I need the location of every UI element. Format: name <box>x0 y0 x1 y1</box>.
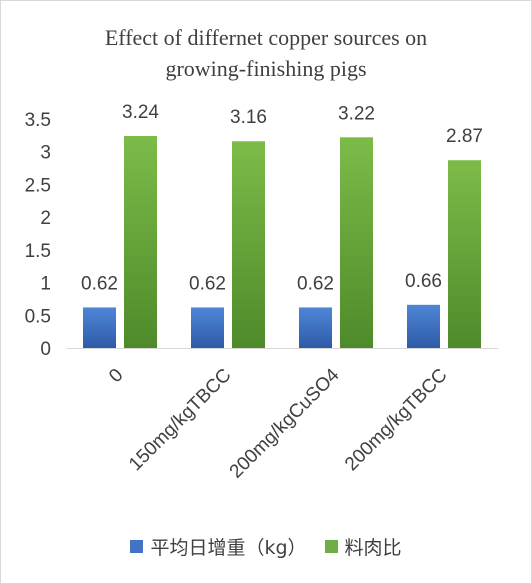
data-label: 2.87 <box>446 126 483 147</box>
legend-swatch-green <box>324 539 338 553</box>
legend-swatch-blue <box>130 539 144 553</box>
legend-label-series-2: 料肉比 <box>344 536 402 559</box>
y-tick-label: 3 <box>40 143 51 164</box>
y-tick-label: 3.5 <box>25 110 51 131</box>
category-label: 200mg/kgCuSO4 <box>226 364 344 482</box>
data-label: 0.62 <box>81 273 118 294</box>
data-label: 3.22 <box>338 103 375 124</box>
y-tick-label: 0 <box>40 339 51 360</box>
bar-adg-3 <box>407 304 440 348</box>
y-axis: 0 0.5 1 1.5 2 2.5 3 3.5 <box>25 110 51 360</box>
y-tick-label: 2 <box>40 208 51 229</box>
legend-item-series-2: 料肉比 <box>324 533 402 560</box>
bar-fcr-3 <box>448 160 481 348</box>
chart-title-line-2: growing-finishing pigs <box>165 56 367 81</box>
data-label: 3.24 <box>122 102 159 123</box>
chart-title-line-1: Effect of differnet copper sources on <box>104 25 428 50</box>
legend-item-series-1: 平均日增重（kg） <box>130 533 307 560</box>
data-labels-group: 0.62 3.24 0.62 3.16 0.62 3.22 0.66 2.87 <box>81 102 483 294</box>
chart-title: Effect of differnet copper sources on gr… <box>0 22 532 84</box>
data-label: 0.62 <box>297 273 334 294</box>
y-tick-label: 1 <box>40 274 51 295</box>
bar-adg-1 <box>191 307 224 348</box>
y-tick-label: 0.5 <box>25 306 51 327</box>
bar-adg-0 <box>83 307 116 348</box>
y-tick-label: 2.5 <box>25 175 51 196</box>
y-tick-label: 1.5 <box>25 241 51 262</box>
bar-fcr-2 <box>340 137 373 348</box>
category-label: 200mg/kgTBCC <box>341 365 451 475</box>
legend-label-series-1: 平均日增重（kg） <box>150 536 307 559</box>
data-label: 3.16 <box>230 107 267 128</box>
bar-fcr-1 <box>232 141 265 348</box>
category-label: 0 <box>105 365 127 387</box>
bars-group <box>83 136 481 348</box>
data-label: 0.66 <box>405 271 442 292</box>
bar-fcr-0 <box>124 136 157 348</box>
category-label: 150mg/kgTBCC <box>125 365 235 475</box>
data-label: 0.62 <box>189 273 226 294</box>
bar-adg-2 <box>299 307 332 348</box>
legend: 平均日增重（kg） 料肉比 <box>0 528 532 564</box>
